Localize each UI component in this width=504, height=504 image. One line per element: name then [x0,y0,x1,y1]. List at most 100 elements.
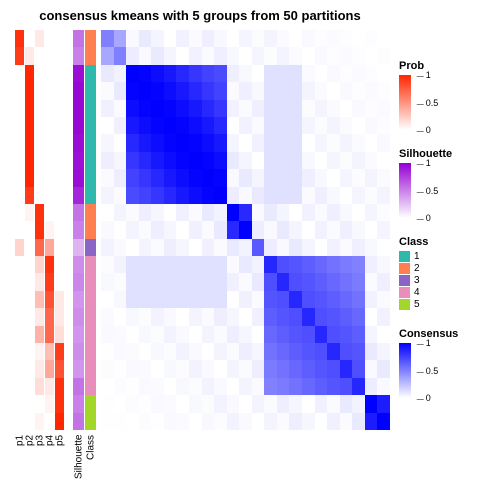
heatmap-cell [151,291,164,308]
heatmap-cell [327,187,340,204]
anno-cell [73,134,84,151]
heatmap-cell [202,134,215,151]
anno-cell [73,256,84,273]
heatmap-cell [315,413,328,430]
heatmap-cell [227,308,240,325]
heatmap-cell [289,395,302,412]
heatmap-cell [289,239,302,256]
heatmap-cell [340,47,353,64]
heatmap-cell [139,395,152,412]
heatmap-cell [176,65,189,82]
heatmap-cell [176,134,189,151]
heatmap-cell [340,326,353,343]
anno-cell [25,152,34,169]
heatmap-cell [202,82,215,99]
heatmap-cell [126,100,139,117]
heatmap-cell [352,204,365,221]
heatmap-cell [264,221,277,238]
anno-cell [15,204,24,221]
anno-cell [25,343,34,360]
heatmap-cell [302,117,315,134]
col-label-silhouette: Silhouette [73,435,85,495]
anno-cell [15,291,24,308]
anno-cell [25,326,34,343]
heatmap-cell [340,360,353,377]
anno-cell [35,378,44,395]
heatmap-cell [227,326,240,343]
legend-sil: Silhouette 10.50 [399,148,499,218]
heatmap-cell [252,343,265,360]
legend-class-title: Class [399,236,499,248]
anno-cell [15,395,24,412]
heatmap-cell [365,256,378,273]
heatmap-cell [289,221,302,238]
anno-cell [15,47,24,64]
anno-cell [73,152,84,169]
anno-cell [45,65,54,82]
heatmap-cell [202,291,215,308]
heatmap-cell [377,291,390,308]
anno-cell [45,82,54,99]
heatmap-cell [164,169,177,186]
anno-cell [15,273,24,290]
heatmap-cell [202,343,215,360]
heatmap-cell [340,395,353,412]
anno-cell [45,134,54,151]
heatmap-cell [139,273,152,290]
heatmap-cell [327,169,340,186]
heatmap-cell [377,30,390,47]
heatmap-cell [164,65,177,82]
heatmap-cell [252,82,265,99]
heatmap-cell [377,273,390,290]
heatmap-cell [365,30,378,47]
anno-cell [85,134,96,151]
heatmap-cell [227,187,240,204]
heatmap-cell [101,291,114,308]
anno-cell [55,204,64,221]
anno-cell [85,395,96,412]
heatmap-cell [176,204,189,221]
heatmap-cell [214,239,227,256]
anno-col-p2 [25,30,34,430]
heatmap-cell [214,117,227,134]
heatmap-cell [365,100,378,117]
anno-cell [25,187,34,204]
anno-cell [35,256,44,273]
anno-cell [35,30,44,47]
anno-cell [15,169,24,186]
heatmap-cell [315,117,328,134]
heatmap-cell [164,308,177,325]
anno-cell [35,134,44,151]
anno-cell [85,169,96,186]
heatmap-cell [302,169,315,186]
heatmap-cell [189,308,202,325]
heatmap-cell [264,308,277,325]
heatmap-cell [277,47,290,64]
heatmap-cell [264,152,277,169]
heatmap-cell [239,30,252,47]
heatmap-cell [151,204,164,221]
anno-cell [55,82,64,99]
heatmap-cell [327,65,340,82]
anno-cell [35,291,44,308]
heatmap-cell [214,152,227,169]
anno-cell [25,360,34,377]
heatmap-cell [340,239,353,256]
heatmap-cell [365,65,378,82]
anno-cell [73,187,84,204]
anno-cell [55,65,64,82]
heatmap-cell [277,117,290,134]
heatmap-cell [202,395,215,412]
heatmap-cell [101,308,114,325]
anno-cell [45,308,54,325]
heatmap-cell [277,326,290,343]
heatmap-cell [139,47,152,64]
heatmap-cell [302,413,315,430]
heatmap-cell [126,187,139,204]
heatmap-cell [264,256,277,273]
heatmap-cell [214,47,227,64]
heatmap-cell [277,204,290,221]
col-label-p2: p2 [25,435,35,495]
legend-prob: Prob 10.50 [399,60,499,130]
anno-cell [45,413,54,430]
